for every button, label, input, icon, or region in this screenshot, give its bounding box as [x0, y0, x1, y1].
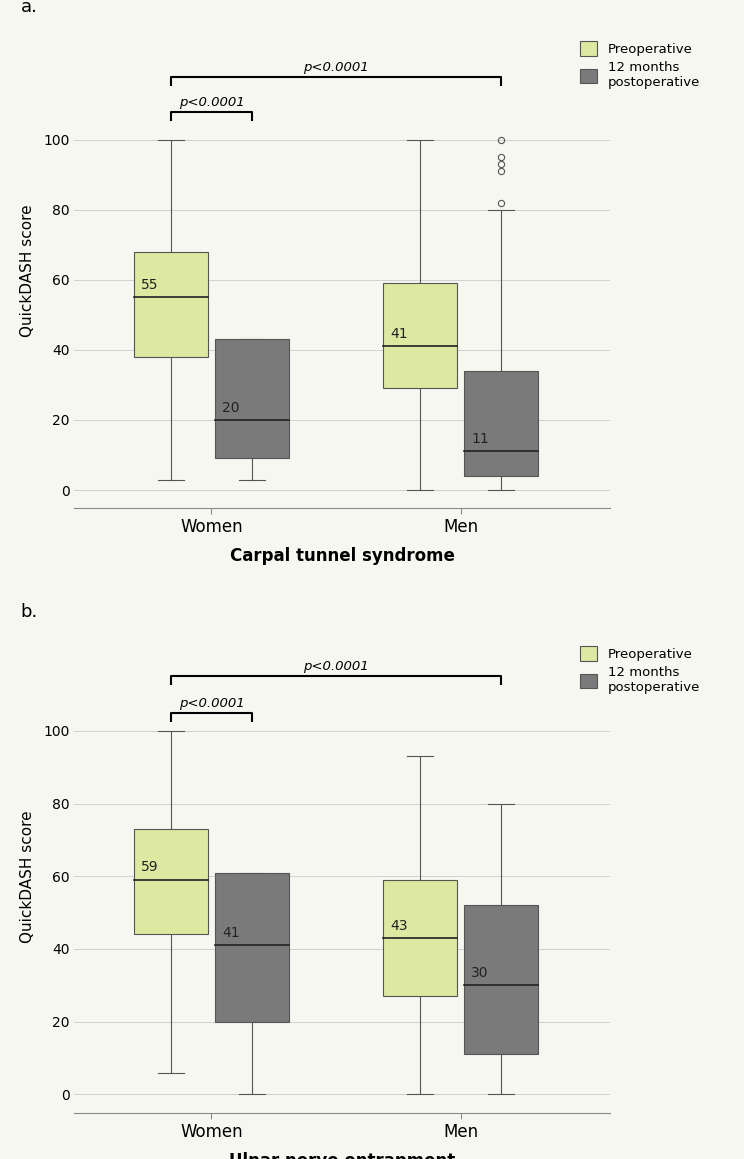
Text: p<0.0001: p<0.0001	[179, 96, 244, 109]
Text: p<0.0001: p<0.0001	[304, 61, 369, 74]
Text: 59: 59	[141, 860, 158, 874]
Text: 55: 55	[141, 278, 158, 292]
Text: 11: 11	[471, 432, 489, 446]
Text: p<0.0001: p<0.0001	[304, 661, 369, 673]
Text: b.: b.	[21, 603, 38, 621]
Bar	[134, 829, 208, 934]
X-axis label: Carpal tunnel syndrome: Carpal tunnel syndrome	[230, 547, 455, 566]
Legend: Preoperative, 12 months
postoperative: Preoperative, 12 months postoperative	[580, 647, 700, 694]
Bar	[464, 905, 539, 1055]
Text: p<0.0001: p<0.0001	[179, 697, 244, 709]
Text: a.: a.	[21, 0, 38, 16]
Bar	[382, 880, 458, 997]
Legend: Preoperative, 12 months
postoperative: Preoperative, 12 months postoperative	[580, 42, 700, 89]
Text: 41: 41	[390, 327, 408, 341]
Bar	[134, 252, 208, 357]
Bar	[214, 340, 289, 459]
Bar	[214, 873, 289, 1022]
Text: 41: 41	[222, 926, 240, 940]
Text: 30: 30	[471, 965, 489, 979]
Bar	[382, 284, 458, 388]
Bar	[464, 371, 539, 476]
Text: 20: 20	[222, 401, 240, 415]
Text: 43: 43	[390, 919, 408, 933]
X-axis label: Ulnar nerve entrapment: Ulnar nerve entrapment	[229, 1152, 455, 1159]
Y-axis label: QuickDASH score: QuickDASH score	[20, 205, 35, 337]
Y-axis label: QuickDASH score: QuickDASH score	[20, 810, 35, 942]
